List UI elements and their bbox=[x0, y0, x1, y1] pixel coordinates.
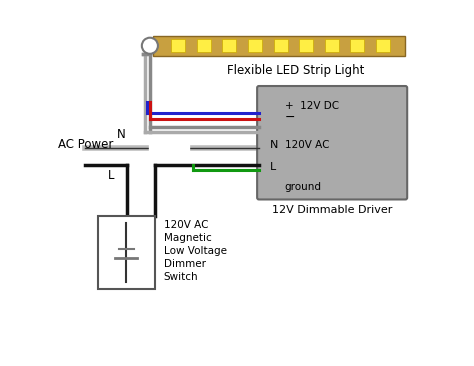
Bar bbox=[153, 36, 405, 56]
Circle shape bbox=[142, 38, 158, 54]
Text: 120V AC: 120V AC bbox=[284, 140, 329, 150]
FancyBboxPatch shape bbox=[257, 86, 407, 199]
Bar bbox=[171, 39, 185, 52]
Bar bbox=[98, 216, 155, 289]
Bar bbox=[273, 39, 288, 52]
Bar bbox=[299, 39, 313, 52]
Text: L: L bbox=[270, 162, 276, 172]
Text: ground: ground bbox=[284, 182, 321, 192]
Bar bbox=[222, 39, 236, 52]
Text: 120V AC
Magnetic
Low Voltage
Dimmer
Switch: 120V AC Magnetic Low Voltage Dimmer Swit… bbox=[164, 220, 227, 283]
Text: L: L bbox=[108, 169, 114, 182]
Bar bbox=[197, 39, 210, 52]
Text: AC Power: AC Power bbox=[58, 138, 113, 151]
Bar bbox=[248, 39, 262, 52]
Text: N: N bbox=[270, 140, 278, 150]
Bar bbox=[350, 39, 365, 52]
Text: +  12V DC: + 12V DC bbox=[284, 101, 339, 111]
Text: Flexible LED Strip Light: Flexible LED Strip Light bbox=[227, 64, 364, 77]
Bar bbox=[325, 39, 339, 52]
Bar bbox=[376, 39, 390, 52]
Text: N: N bbox=[118, 128, 126, 141]
Text: −: − bbox=[284, 111, 295, 124]
Text: 12V Dimmable Driver: 12V Dimmable Driver bbox=[272, 205, 392, 215]
